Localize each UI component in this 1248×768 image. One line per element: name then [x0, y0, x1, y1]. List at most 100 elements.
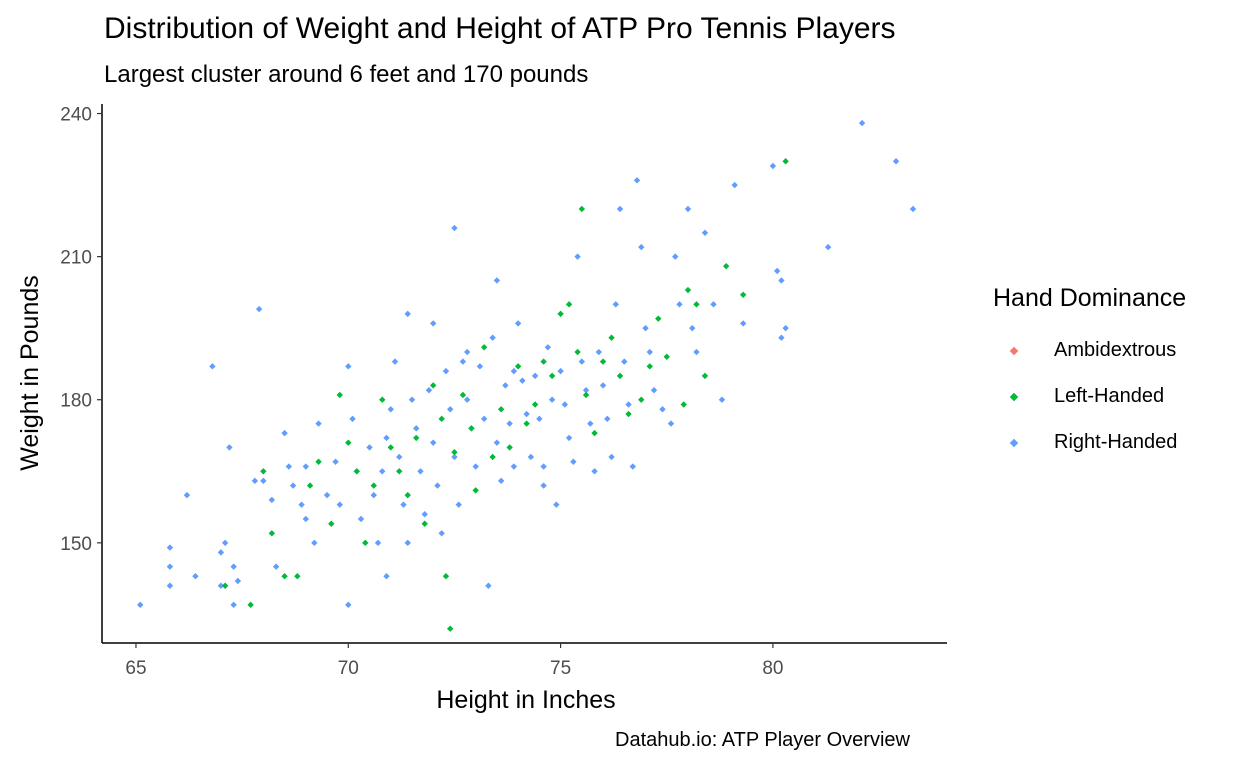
data-point-left-handed: [268, 530, 276, 537]
chart-title: Distribution of Weight and Height of ATP…: [104, 12, 896, 45]
data-point-right-handed: [570, 458, 577, 465]
data-point-right-handed: [345, 601, 352, 609]
data-point-right-handed: [260, 477, 267, 485]
legend-title: Hand Dominance: [993, 284, 1187, 312]
data-point-right-handed: [451, 453, 458, 461]
data-point-left-handed: [336, 391, 343, 399]
data-point-left-handed: [247, 601, 254, 609]
data-point-left-handed: [379, 396, 386, 403]
data-point-left-handed: [625, 410, 632, 418]
data-point-left-handed: [782, 158, 789, 165]
x-axis-title: Height in Inches: [436, 686, 615, 714]
data-point-left-handed: [523, 420, 530, 427]
data-point-right-handed: [217, 549, 225, 556]
data-point-right-handed: [638, 243, 645, 251]
data-point-left-handed: [421, 520, 428, 527]
data-point-left-handed: [260, 468, 267, 475]
data-point-right-handed: [404, 539, 411, 547]
data-point-right-handed: [514, 320, 522, 327]
data-point-right-handed: [480, 415, 488, 423]
data-point-right-handed: [599, 382, 607, 389]
data-point-left-handed: [680, 401, 687, 408]
data-point-left-handed: [578, 205, 586, 213]
data-point-right-handed: [281, 429, 288, 437]
data-point-left-handed: [701, 372, 709, 380]
data-point-right-handed: [595, 348, 603, 356]
data-point-right-handed: [773, 267, 781, 275]
data-point-right-handed: [366, 444, 373, 451]
data-point-right-handed: [374, 539, 382, 547]
data-point-right-handed: [463, 396, 471, 403]
data-point-right-handed: [230, 601, 237, 609]
data-point-right-handed: [404, 310, 411, 318]
data-point-left-handed: [362, 539, 369, 547]
data-point-right-handed: [396, 453, 403, 461]
data-point-right-handed: [323, 491, 331, 499]
data-point-left-handed: [646, 363, 653, 370]
data-point-right-handed: [166, 544, 174, 551]
data-point-left-handed: [281, 573, 288, 580]
data-point-left-handed: [531, 401, 539, 408]
data-point-right-handed: [493, 277, 501, 284]
y-tick-label: 240: [60, 105, 92, 126]
data-point-right-handed: [824, 243, 832, 251]
data-point-right-handed: [578, 358, 586, 365]
data-point-right-handed: [485, 582, 492, 589]
data-point-left-handed: [574, 348, 581, 356]
data-point-left-handed: [514, 363, 522, 370]
data-point-right-handed: [234, 577, 242, 585]
data-point-left-handed: [722, 262, 730, 270]
data-point-left-handed: [599, 358, 607, 365]
x-tick-label: 75: [550, 658, 571, 679]
data-point-right-handed: [302, 463, 310, 470]
data-point-right-handed: [430, 320, 437, 327]
x-tick-label: 80: [762, 658, 783, 679]
data-point-left-handed: [451, 449, 458, 456]
data-point-left-handed: [540, 358, 547, 365]
data-point-right-handed: [166, 563, 174, 570]
data-point-right-handed: [391, 358, 399, 365]
ticks-layer: 65 70 75 80 150 180 210 240: [60, 105, 783, 679]
data-point-right-handed: [357, 515, 365, 523]
data-point-right-handed: [778, 334, 785, 341]
data-point-right-handed: [383, 434, 390, 442]
data-point-right-handed: [629, 463, 636, 470]
data-point-right-handed: [778, 277, 785, 284]
data-point-right-handed: [230, 563, 237, 570]
data-point-right-handed: [209, 363, 216, 370]
data-point-right-handed: [459, 358, 467, 365]
data-point-left-handed: [565, 301, 573, 308]
data-point-right-handed: [553, 501, 560, 508]
data-point-right-handed: [693, 348, 700, 356]
y-tick-label: 210: [60, 248, 92, 269]
data-point-left-handed: [438, 415, 445, 423]
data-point-left-handed: [442, 573, 450, 580]
data-point-right-handed: [349, 415, 356, 423]
data-point-right-handed: [608, 453, 615, 461]
data-point-left-handed: [638, 396, 645, 403]
data-point-right-handed: [421, 511, 428, 518]
data-point-left-handed: [459, 391, 467, 399]
data-point-right-handed: [540, 463, 547, 470]
y-tick-label: 180: [60, 391, 92, 412]
y-tick-label: 150: [60, 534, 92, 555]
data-point-right-handed: [858, 119, 866, 127]
data-point-right-handed: [582, 386, 590, 394]
data-point-right-handed: [544, 344, 552, 351]
data-point-right-handed: [557, 367, 564, 375]
data-point-left-handed: [468, 425, 475, 432]
data-point-right-handed: [298, 501, 305, 508]
data-point-right-handed: [255, 305, 263, 313]
data-point-right-handed: [659, 406, 666, 413]
data-point-right-handed: [650, 386, 658, 394]
data-point-right-handed: [497, 477, 505, 485]
data-point-left-handed: [396, 468, 403, 475]
data-point-right-handed: [612, 301, 619, 308]
data-point-right-handed: [506, 420, 513, 427]
data-point-right-handed: [502, 382, 509, 389]
data-point-left-handed: [472, 487, 479, 494]
data-point-right-handed: [476, 363, 484, 370]
data-point-right-handed: [336, 501, 343, 508]
data-point-left-handed: [328, 520, 335, 527]
data-point-right-handed: [531, 372, 539, 380]
